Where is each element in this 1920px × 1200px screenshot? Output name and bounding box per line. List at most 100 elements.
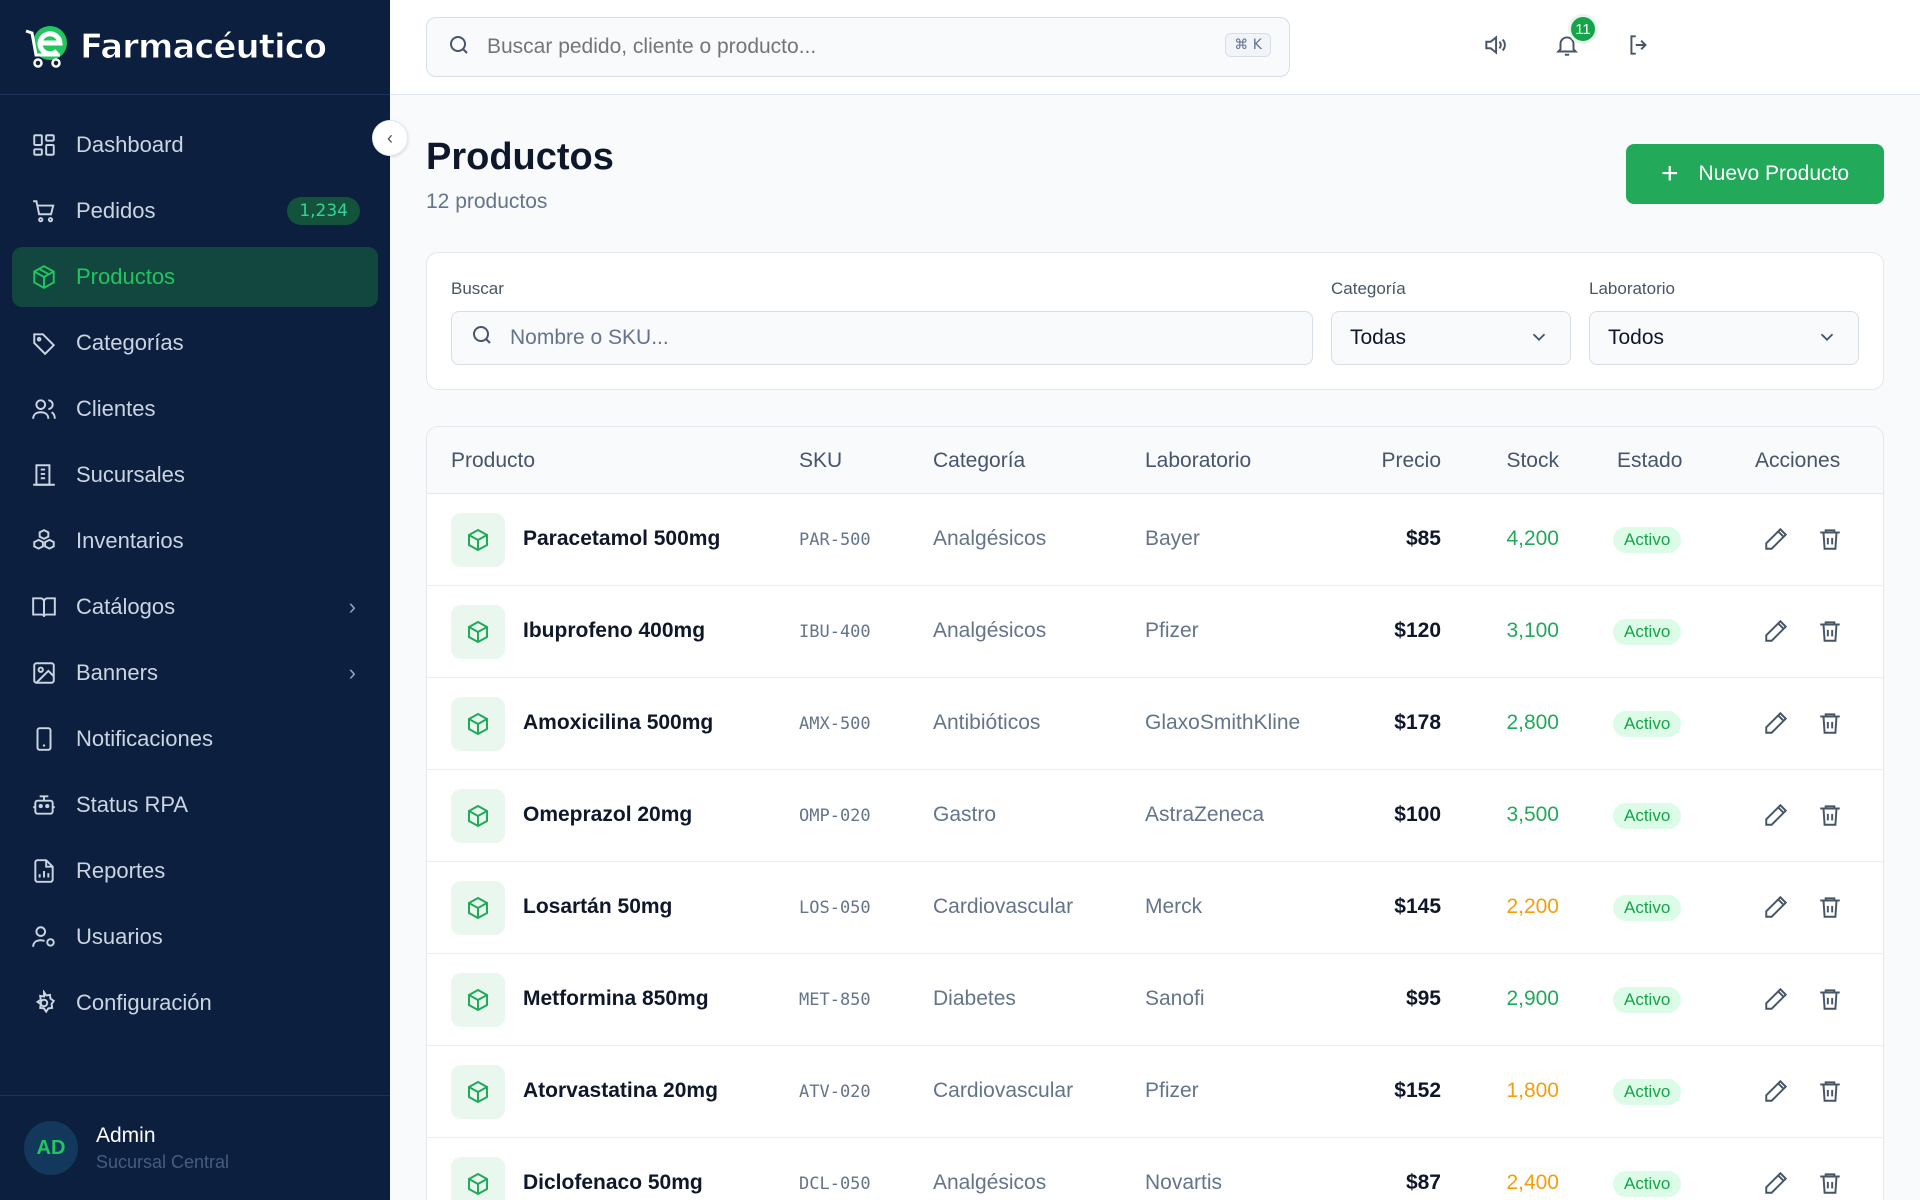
product-lab: Sanofi [1145, 987, 1205, 1010]
edit-button[interactable] [1763, 526, 1791, 554]
sidebar-item-status-rpa[interactable]: Status RPA [12, 775, 378, 835]
delete-button[interactable] [1817, 894, 1845, 922]
delete-button[interactable] [1817, 710, 1845, 738]
column-header-estado[interactable]: Estado [1617, 449, 1683, 472]
user-profile[interactable]: AD Admin Sucursal Central [0, 1095, 390, 1200]
edit-button[interactable] [1763, 1078, 1791, 1106]
product-name: Ibuprofeno 400mg [523, 619, 706, 642]
trash-icon [1820, 713, 1840, 734]
category-select[interactable]: Todas [1331, 311, 1571, 365]
table-row[interactable]: Ibuprofeno 400mg IBU-400 Analgésicos Pfi… [427, 586, 1883, 678]
table-row[interactable]: Paracetamol 500mg PAR-500 Analgésicos Ba… [427, 494, 1883, 586]
box-icon [451, 513, 505, 567]
sidebar-item-productos[interactable]: Productos [12, 247, 378, 307]
column-header-precio[interactable]: Precio [1381, 449, 1441, 472]
sidebar-item-pedidos[interactable]: Pedidos 1,234 [12, 181, 378, 241]
sidebar-item-label: Inventarios [76, 528, 184, 553]
status-badge: Activo [1613, 527, 1682, 553]
product-lab: Bayer [1145, 527, 1200, 550]
lab-select[interactable]: Todos [1589, 311, 1859, 365]
sidebar-item-dashboard[interactable]: Dashboard [12, 115, 378, 175]
edit-button[interactable] [1763, 986, 1791, 1014]
sidebar-item-configuracion[interactable]: Configuración [12, 973, 378, 1033]
logout-icon [1626, 32, 1652, 63]
product-stock: 2,900 [1506, 987, 1559, 1010]
logout-button[interactable] [1622, 30, 1656, 64]
delete-button[interactable] [1817, 618, 1845, 646]
building-icon [30, 461, 58, 489]
sound-button[interactable] [1478, 30, 1512, 64]
edit-button[interactable] [1763, 894, 1791, 922]
chevron-right-icon: › [348, 594, 356, 619]
collapse-sidebar-button[interactable]: ‹ [372, 120, 408, 156]
sidebar-item-label: Configuración [76, 990, 212, 1015]
product-sku: IBU-400 [799, 622, 871, 642]
global-search[interactable]: ⌘ K [426, 17, 1290, 77]
table-row[interactable]: Diclofenaco 50mg DCL-050 Analgésicos Nov… [427, 1138, 1883, 1200]
product-count: 12 productos [426, 190, 548, 213]
table-row[interactable]: Metformina 850mg MET-850 Diabetes Sanofi… [427, 954, 1883, 1046]
product-search-placeholder: Nombre o SKU... [510, 326, 669, 349]
column-header-producto[interactable]: Producto [451, 449, 536, 472]
notifications-button[interactable]: 11 [1550, 14, 1598, 64]
delete-button[interactable] [1817, 526, 1845, 554]
column-header-acciones: Acciones [1755, 449, 1841, 472]
sidebar-item-catalogos[interactable]: Catálogos › [12, 577, 378, 637]
page-title: Productos [426, 136, 614, 178]
product-price: $120 [1394, 619, 1441, 642]
sidebar-item-label: Dashboard [76, 132, 184, 157]
lab-select-value: Todos [1608, 326, 1665, 349]
product-category: Antibióticos [933, 711, 1041, 734]
table-row[interactable]: Amoxicilina 500mg AMX-500 Antibióticos G… [427, 678, 1883, 770]
delete-button[interactable] [1817, 986, 1845, 1014]
edit-button[interactable] [1763, 1170, 1791, 1198]
edit-button[interactable] [1763, 618, 1791, 646]
table-row[interactable]: Atorvastatina 20mg ATV-020 Cardiovascula… [427, 1046, 1883, 1138]
edit-button[interactable] [1763, 710, 1791, 738]
sidebar-item-sucursales[interactable]: Sucursales [12, 445, 378, 505]
product-name: Metformina 850mg [523, 987, 709, 1010]
trash-icon [1820, 1173, 1840, 1194]
user-gear-icon [30, 923, 58, 951]
sidebar-item-label: Banners [76, 660, 158, 685]
notifications-badge: 11 [1568, 14, 1598, 44]
delete-button[interactable] [1817, 1170, 1845, 1198]
table-row[interactable]: Losartán 50mg LOS-050 Cardiovascular Mer… [427, 862, 1883, 954]
box-icon [451, 789, 505, 843]
product-category: Analgésicos [933, 527, 1047, 550]
dashboard-icon [30, 131, 58, 159]
product-name: Losartán 50mg [523, 895, 673, 918]
status-badge: Activo [1613, 1171, 1682, 1197]
delete-button[interactable] [1817, 802, 1845, 830]
pencil-icon [1765, 803, 1788, 826]
pencil-icon [1765, 1079, 1788, 1102]
logo[interactable]: Farmacéutico [0, 0, 390, 95]
sidebar-item-categorias[interactable]: Categorías [12, 313, 378, 373]
sidebar-item-clientes[interactable]: Clientes [12, 379, 378, 439]
product-stock: 1,800 [1506, 1079, 1559, 1102]
product-name: Omeprazol 20mg [523, 803, 693, 826]
product-name: Paracetamol 500mg [523, 527, 721, 550]
sidebar-item-inventarios[interactable]: Inventarios [12, 511, 378, 571]
column-header-sku[interactable]: SKU [799, 449, 843, 472]
box-icon [451, 1157, 505, 1200]
sidebar-item-label: Sucursales [76, 462, 185, 487]
table-row[interactable]: Omeprazol 20mg OMP-020 Gastro AstraZenec… [427, 770, 1883, 862]
column-header-categoria[interactable]: Categoría [933, 449, 1026, 472]
lab-filter-label: Laboratorio [1589, 279, 1676, 298]
speaker-icon [1482, 32, 1508, 63]
new-product-button[interactable]: + Nuevo Producto [1626, 144, 1884, 204]
delete-button[interactable] [1817, 1078, 1845, 1106]
product-price: $145 [1394, 895, 1441, 918]
gear-icon [30, 989, 58, 1017]
sidebar-item-usuarios[interactable]: Usuarios [12, 907, 378, 967]
product-search-field[interactable]: Nombre o SKU... [451, 311, 1313, 365]
edit-button[interactable] [1763, 802, 1791, 830]
column-header-stock[interactable]: Stock [1506, 449, 1559, 472]
sidebar-item-reportes[interactable]: Reportes [12, 841, 378, 901]
sidebar-item-notificaciones[interactable]: Notificaciones [12, 709, 378, 769]
global-search-input[interactable] [487, 35, 1187, 59]
column-header-laboratorio[interactable]: Laboratorio [1145, 449, 1252, 472]
sidebar-item-banners[interactable]: Banners › [12, 643, 378, 703]
trash-icon [1820, 621, 1840, 642]
